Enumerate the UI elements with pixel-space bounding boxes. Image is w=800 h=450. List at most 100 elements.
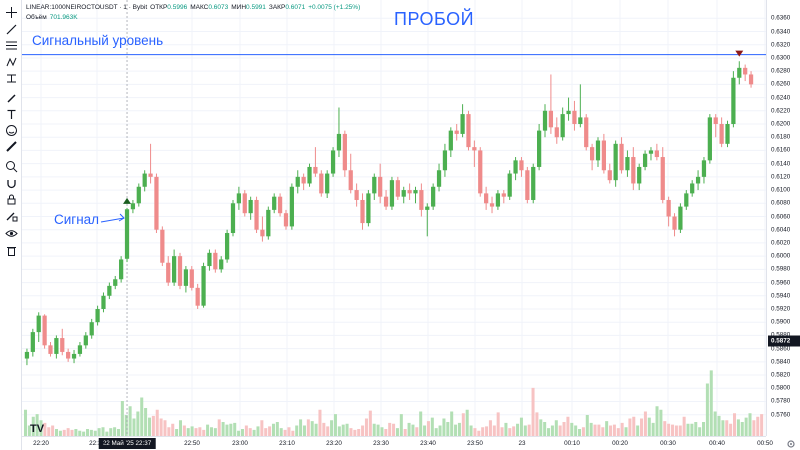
candle [254, 196, 259, 234]
crosshair-icon[interactable] [3, 4, 19, 20]
candle [666, 196, 671, 227]
signal-arrow[interactable] [100, 217, 125, 223]
candle-body [130, 203, 136, 210]
ruler-icon[interactable] [3, 138, 19, 154]
volume-bar [547, 428, 551, 436]
candle-body [154, 176, 159, 230]
candle [507, 170, 512, 200]
legend-field-value: 0.6071 [285, 4, 306, 11]
volume-bar [171, 423, 175, 436]
volume-bar [190, 426, 194, 436]
buy-marker-icon[interactable] [123, 197, 132, 204]
candle [360, 193, 365, 230]
candle [595, 137, 601, 167]
volume-bar [562, 422, 566, 436]
eye-icon[interactable] [3, 225, 19, 241]
annotation-signal-level[interactable]: Сигнальный уровень [32, 33, 164, 48]
time-tick-label: 23:50 [467, 440, 483, 447]
volume-bar [225, 424, 229, 436]
candle-body [619, 143, 624, 171]
candle-body [548, 110, 554, 128]
trend-line-icon[interactable] [3, 21, 19, 37]
volume-bar [357, 429, 361, 436]
settings-gear-icon[interactable] [786, 439, 796, 449]
volume-bar [663, 421, 667, 436]
signal-arrow-head [118, 213, 125, 222]
volume-bar [384, 429, 388, 436]
volume-bar [713, 411, 717, 436]
price-tick-label: 0.5760 [771, 411, 791, 419]
fib-icon[interactable] [3, 37, 19, 53]
volume-bar [279, 428, 283, 436]
candle [401, 186, 406, 204]
candle-body [148, 173, 153, 177]
candle-body [213, 252, 218, 270]
candle [177, 252, 183, 290]
candle-body [401, 190, 406, 197]
candle-body [648, 150, 654, 154]
volume-series [24, 370, 764, 436]
price-tick-label: 0.5800 [771, 384, 791, 392]
price-tick-label: 0.6080 [771, 199, 791, 207]
legend-symbol[interactable]: LINEAR:1000NEIROCTOUSDT · 1 · Bybit [26, 4, 148, 11]
brush-icon[interactable] [3, 90, 19, 106]
candle-body [248, 199, 253, 214]
candle-body [484, 193, 489, 204]
emoji-icon[interactable] [3, 122, 19, 138]
zoom-in-icon[interactable] [3, 158, 19, 174]
volume-bar [469, 425, 473, 436]
candle-body [719, 124, 724, 144]
magnet-icon[interactable] [3, 175, 19, 191]
candle-body [525, 170, 530, 200]
candle-body [30, 332, 35, 352]
lock-drawings-icon[interactable] [3, 191, 19, 207]
volume-bar [461, 413, 465, 436]
time-scale[interactable]: 22 Май '25 22:37 22:20 22:30 22:50 23:00 23:… [22, 436, 773, 450]
pencil-lock-icon[interactable] [3, 207, 19, 223]
volume-bar [434, 428, 438, 436]
candle-body [566, 110, 571, 115]
price-tick-label: 0.5780 [771, 397, 791, 405]
volume-bar [35, 414, 39, 436]
annotation-signal[interactable]: Сигнал [54, 212, 100, 227]
volume-bar [66, 428, 70, 436]
volume-bar [612, 424, 616, 436]
volume-bar [744, 417, 748, 436]
candle [342, 130, 347, 177]
trash-icon[interactable] [3, 242, 19, 258]
candle [154, 173, 159, 234]
volume-bar [659, 409, 663, 436]
volume-bar [585, 415, 589, 436]
candle-body [572, 110, 577, 125]
volume-bar [229, 423, 233, 436]
annotation-title[interactable]: ПРОБОЙ [394, 9, 475, 29]
candle-body [701, 160, 707, 177]
volume-bar [740, 422, 744, 436]
candle-body [678, 206, 683, 230]
candle-body [631, 157, 636, 184]
candle-body [595, 140, 601, 161]
legend-field-label: МИН [231, 4, 247, 11]
volume-bar [399, 414, 403, 436]
long-position-icon[interactable] [3, 70, 19, 86]
volume-bar [736, 419, 740, 436]
candle [160, 226, 165, 267]
volume-bar [206, 424, 210, 436]
text-icon[interactable] [3, 106, 19, 122]
candle-body [119, 259, 124, 280]
candle-body [336, 133, 342, 151]
candle-body [560, 114, 565, 138]
candle-body [425, 206, 430, 210]
candle-body [413, 190, 418, 194]
price-scale[interactable]: 0.6360 0.6340 0.6320 0.6300 0.6280 0.6260 0.62… [766, 0, 800, 436]
tradingview-logo[interactable]: TV [30, 423, 45, 435]
breakout-marker-icon[interactable] [735, 50, 744, 57]
price-chart[interactable] [22, 0, 766, 436]
chart-pane[interactable] [22, 0, 766, 436]
pattern-icon[interactable] [3, 54, 19, 70]
volume-bar [419, 411, 423, 436]
volume-bar [299, 419, 303, 436]
volume-bar [198, 427, 202, 436]
candle [478, 147, 483, 197]
candle-body [66, 351, 71, 359]
